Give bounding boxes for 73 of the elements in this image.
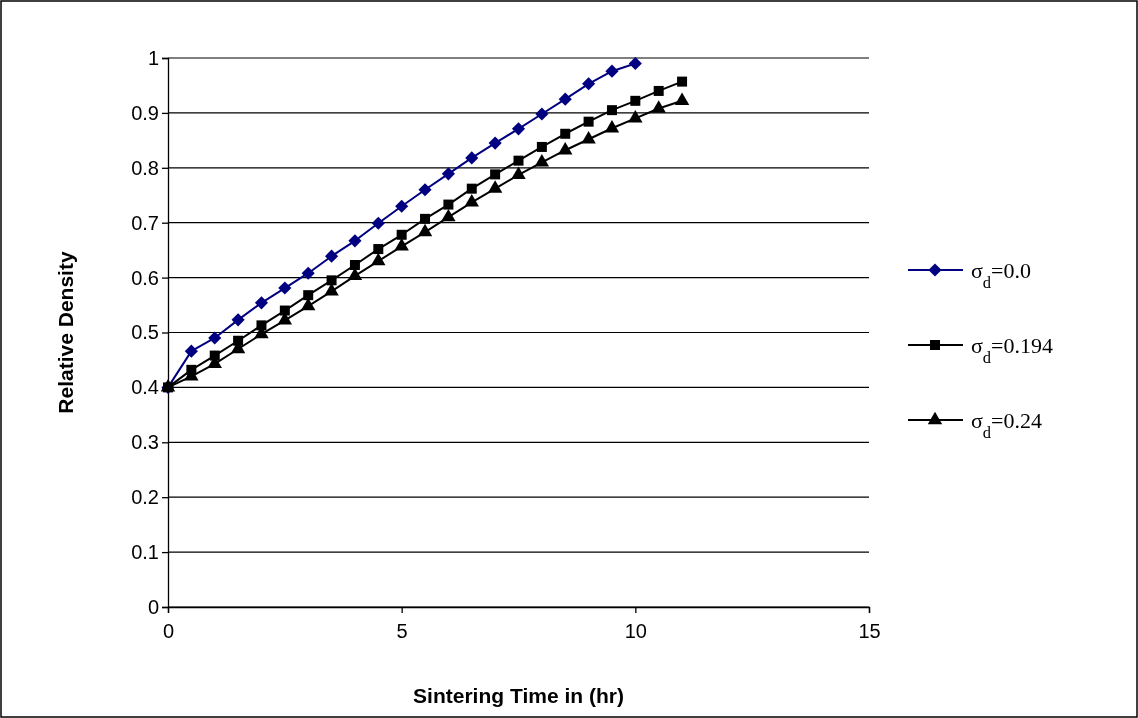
y-tick-label: 0.2 — [131, 486, 159, 509]
y-tick-label: 0.5 — [131, 321, 159, 344]
point — [349, 259, 360, 270]
y-tick-label: 0.9 — [131, 101, 159, 124]
y-tick-label: 0.6 — [131, 266, 159, 289]
point — [184, 344, 198, 358]
point — [488, 136, 502, 150]
point — [441, 208, 456, 222]
point — [420, 213, 431, 224]
y-axis-title: Relative Density — [54, 251, 77, 414]
point — [466, 183, 477, 194]
point — [231, 313, 245, 327]
y-tick-label: 0.3 — [131, 431, 159, 454]
point — [511, 166, 526, 180]
y-tick-label: 1 — [147, 46, 159, 69]
x-tick-label: 0 — [162, 620, 175, 642]
point — [582, 77, 596, 91]
point — [417, 223, 433, 237]
point — [254, 296, 269, 310]
point — [630, 95, 641, 106]
point — [535, 107, 549, 121]
point — [278, 281, 292, 295]
point — [279, 305, 290, 316]
y-tick-label: 0.7 — [131, 211, 159, 234]
point — [325, 249, 339, 263]
point — [464, 194, 479, 207]
point — [301, 266, 315, 280]
point — [628, 110, 643, 123]
legend-label: σ$_{d}$=0.24 — [971, 408, 1043, 442]
point — [371, 216, 385, 230]
x-tick-label: 15 — [858, 620, 881, 642]
point — [326, 275, 337, 286]
point — [490, 169, 501, 180]
point — [583, 116, 594, 127]
point — [628, 56, 642, 71]
point — [324, 283, 339, 296]
x-tick-label: 5 — [396, 620, 408, 642]
point — [653, 85, 664, 96]
point — [674, 92, 690, 105]
legend-label: σ$_{d}$=0.0 — [971, 258, 1032, 292]
x-tick-label: 10 — [624, 620, 647, 642]
point — [348, 234, 362, 248]
point — [418, 183, 432, 197]
point — [208, 331, 222, 345]
y-tick-label: 0.1 — [131, 541, 159, 563]
point — [487, 180, 503, 193]
point — [536, 141, 547, 152]
point — [396, 229, 407, 240]
point — [581, 130, 596, 144]
point — [395, 199, 409, 213]
y-tick-label: 0.4 — [131, 376, 159, 399]
point — [604, 119, 620, 133]
point — [373, 244, 384, 255]
point — [371, 252, 386, 266]
point — [560, 128, 571, 139]
point — [441, 167, 455, 181]
point — [513, 155, 524, 166]
x-axis-title: Sintering Time in (hr) — [413, 684, 624, 707]
point — [651, 100, 666, 113]
point — [465, 151, 479, 165]
point — [558, 92, 572, 106]
point — [606, 105, 617, 116]
legend-label: σ$_{d}$=0.194 — [971, 333, 1054, 367]
point — [511, 122, 526, 136]
y-tick-label: 0.8 — [131, 156, 159, 179]
point — [443, 199, 454, 210]
point — [677, 76, 688, 87]
point — [534, 153, 550, 167]
point — [394, 237, 409, 251]
point — [303, 290, 314, 301]
y-tick-label: 0 — [147, 595, 159, 618]
point — [605, 64, 619, 78]
point — [558, 141, 573, 155]
